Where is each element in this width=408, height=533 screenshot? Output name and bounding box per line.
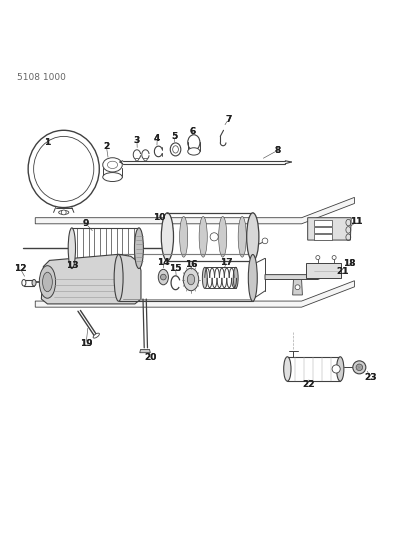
- Ellipse shape: [22, 279, 26, 286]
- Text: 12: 12: [14, 264, 27, 273]
- Text: 12: 12: [14, 264, 27, 273]
- Text: 9: 9: [83, 219, 89, 228]
- Text: 22: 22: [303, 380, 315, 389]
- Ellipse shape: [93, 333, 100, 338]
- Ellipse shape: [337, 357, 344, 381]
- Text: 1: 1: [44, 138, 51, 147]
- Ellipse shape: [219, 216, 227, 257]
- Text: 7: 7: [225, 115, 232, 124]
- Ellipse shape: [135, 158, 139, 161]
- Ellipse shape: [233, 268, 238, 288]
- Polygon shape: [41, 254, 141, 304]
- Text: 5108 1000: 5108 1000: [17, 74, 66, 83]
- Circle shape: [356, 364, 363, 370]
- Text: 11: 11: [350, 217, 363, 227]
- Circle shape: [332, 365, 340, 373]
- Ellipse shape: [135, 228, 144, 269]
- Ellipse shape: [188, 148, 200, 155]
- Text: 6: 6: [189, 127, 196, 136]
- Text: 13: 13: [66, 261, 78, 270]
- Text: 17: 17: [220, 258, 233, 267]
- Text: 16: 16: [185, 260, 197, 269]
- Circle shape: [160, 274, 166, 280]
- Ellipse shape: [39, 265, 55, 298]
- Text: 6: 6: [189, 127, 196, 136]
- Text: 18: 18: [343, 259, 356, 268]
- Text: 10: 10: [153, 213, 166, 222]
- Polygon shape: [35, 197, 355, 224]
- Text: 23: 23: [364, 373, 377, 382]
- Text: 14: 14: [157, 257, 170, 266]
- Ellipse shape: [187, 274, 195, 285]
- Ellipse shape: [199, 216, 207, 257]
- Ellipse shape: [158, 269, 169, 285]
- Circle shape: [61, 210, 66, 215]
- Bar: [314, 235, 333, 240]
- Text: 14: 14: [157, 257, 170, 266]
- Text: 11: 11: [350, 217, 363, 227]
- Text: 17: 17: [220, 258, 233, 267]
- Ellipse shape: [248, 254, 257, 301]
- Text: 20: 20: [144, 353, 157, 362]
- Ellipse shape: [238, 216, 246, 257]
- Text: 2: 2: [103, 142, 109, 151]
- Ellipse shape: [42, 272, 52, 292]
- Text: 10: 10: [153, 213, 166, 222]
- Ellipse shape: [170, 143, 181, 156]
- Text: 4: 4: [154, 134, 160, 143]
- Text: 21: 21: [336, 267, 348, 276]
- Ellipse shape: [284, 357, 291, 381]
- Text: 5: 5: [171, 132, 177, 141]
- Circle shape: [295, 285, 300, 289]
- Ellipse shape: [59, 211, 69, 214]
- Ellipse shape: [161, 213, 173, 261]
- Text: 19: 19: [80, 340, 92, 348]
- Text: 4: 4: [154, 134, 160, 143]
- Ellipse shape: [32, 279, 36, 286]
- Text: 15: 15: [169, 264, 182, 272]
- Text: 13: 13: [66, 261, 78, 270]
- Ellipse shape: [103, 173, 122, 182]
- Text: 15: 15: [169, 264, 182, 272]
- Text: 23: 23: [364, 373, 377, 382]
- Circle shape: [353, 361, 366, 374]
- Ellipse shape: [202, 268, 207, 288]
- Bar: [314, 220, 333, 226]
- Ellipse shape: [247, 213, 259, 261]
- Text: 22: 22: [303, 380, 315, 389]
- Text: 7: 7: [225, 115, 232, 124]
- Ellipse shape: [188, 135, 200, 150]
- Text: 8: 8: [274, 146, 280, 155]
- Text: 20: 20: [144, 353, 157, 362]
- Text: 8: 8: [274, 146, 280, 155]
- Circle shape: [210, 233, 218, 241]
- Text: 1: 1: [44, 138, 51, 147]
- Polygon shape: [308, 217, 351, 240]
- Ellipse shape: [144, 158, 147, 161]
- Circle shape: [316, 255, 320, 260]
- Circle shape: [332, 255, 336, 260]
- Circle shape: [262, 238, 268, 244]
- Text: 18: 18: [343, 259, 356, 268]
- Ellipse shape: [180, 216, 188, 257]
- Polygon shape: [265, 266, 334, 279]
- Polygon shape: [35, 281, 355, 307]
- Text: 3: 3: [134, 136, 140, 145]
- Ellipse shape: [183, 268, 199, 290]
- Ellipse shape: [28, 130, 99, 207]
- Text: 5: 5: [171, 132, 177, 141]
- Polygon shape: [293, 279, 302, 295]
- Polygon shape: [140, 350, 150, 353]
- Bar: [306, 263, 341, 278]
- Text: 21: 21: [336, 267, 348, 276]
- Text: 16: 16: [185, 260, 197, 269]
- Text: 2: 2: [103, 142, 109, 151]
- Ellipse shape: [103, 158, 122, 172]
- Ellipse shape: [114, 254, 123, 301]
- Text: 19: 19: [80, 340, 92, 348]
- Text: 9: 9: [83, 219, 89, 228]
- Text: 3: 3: [134, 136, 140, 145]
- Bar: [314, 227, 333, 233]
- Ellipse shape: [68, 228, 75, 269]
